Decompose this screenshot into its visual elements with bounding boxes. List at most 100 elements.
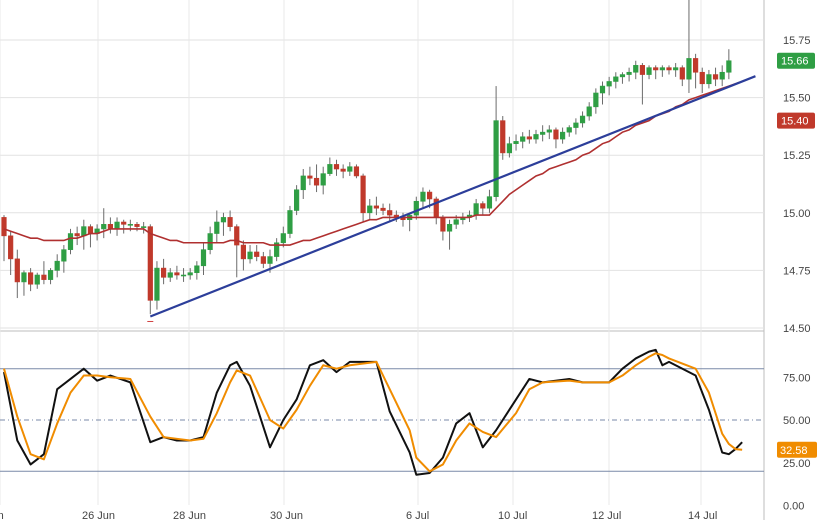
candle-up xyxy=(486,196,493,209)
candle-up xyxy=(67,233,74,250)
candle-down xyxy=(500,120,506,154)
candle-up xyxy=(167,272,173,278)
candle-down xyxy=(692,58,699,73)
candle-down xyxy=(353,166,360,177)
x-tick-label: 28 Jun xyxy=(173,510,206,520)
candle-up xyxy=(194,265,200,274)
trendline xyxy=(149,75,756,318)
candle-up xyxy=(274,242,280,257)
candle-up xyxy=(559,131,566,140)
candle-up xyxy=(214,221,220,234)
candle-up xyxy=(719,71,725,80)
candle-up xyxy=(646,67,652,75)
candle-up xyxy=(327,164,333,174)
candle-up xyxy=(180,274,187,277)
candle-up xyxy=(154,267,160,301)
x-tick-label: 14 Jul xyxy=(688,510,717,520)
candle-down xyxy=(639,65,645,75)
candle-down xyxy=(174,272,180,276)
candle-up xyxy=(34,274,40,285)
candle-up xyxy=(566,127,572,133)
candle-up xyxy=(141,226,147,228)
candle-down xyxy=(134,224,140,227)
candle-down xyxy=(360,175,366,214)
price-tick-label: 14.75 xyxy=(783,265,811,277)
candle-up xyxy=(573,122,579,128)
x-tick-label: 12 Jul xyxy=(592,510,621,520)
candle-up xyxy=(300,175,306,191)
candle-down xyxy=(87,226,94,234)
candle-up xyxy=(706,74,712,85)
x-tick-label: 10 Jul xyxy=(498,510,527,520)
stoch-k-line xyxy=(3,348,743,476)
price-tick-label: 15.50 xyxy=(783,93,811,105)
candle-down xyxy=(426,191,433,200)
x-tick-label: 26 Jun xyxy=(82,510,115,520)
osc-tick-label: 25.00 xyxy=(783,458,811,470)
candle-down xyxy=(387,210,393,216)
candle-down xyxy=(699,71,705,85)
last-price-badge-bg xyxy=(777,52,815,69)
candle-down xyxy=(653,67,659,71)
candle-up xyxy=(540,131,546,135)
candle-up xyxy=(287,210,293,234)
candle-up xyxy=(626,71,632,75)
candle-up xyxy=(247,251,253,260)
candle-up xyxy=(686,58,692,80)
candle-up xyxy=(493,120,499,197)
candle-up xyxy=(280,233,286,244)
candle-up xyxy=(54,260,60,271)
candle-up xyxy=(606,81,612,87)
candle-down xyxy=(679,67,685,80)
candle-up xyxy=(633,65,639,73)
price-tick-label: 15.00 xyxy=(783,208,811,220)
candle-down xyxy=(27,272,34,285)
candle-down xyxy=(712,74,719,80)
candle-down xyxy=(526,136,532,140)
x-tick-label: 6 Jul xyxy=(406,510,429,520)
price-tick-label: 15.25 xyxy=(783,150,811,162)
candle-up xyxy=(659,67,665,71)
moving-average-line xyxy=(3,80,743,246)
ma-badge: 15.40 xyxy=(781,116,809,128)
candle-up xyxy=(506,143,513,154)
candle-up xyxy=(61,249,67,262)
candle-up xyxy=(533,134,539,140)
candle-down xyxy=(147,226,153,301)
candle-up xyxy=(114,221,120,230)
candle-down xyxy=(666,67,672,71)
candle-down xyxy=(380,207,386,211)
candle-down xyxy=(254,251,260,257)
candle-up xyxy=(347,166,353,172)
candle-up xyxy=(207,233,213,250)
osc-value-badge: 32.58 xyxy=(780,445,808,457)
candle-down xyxy=(313,177,320,186)
candle-down xyxy=(333,164,340,170)
oscillator-grid xyxy=(0,368,764,472)
candle-up xyxy=(453,219,459,225)
candle-up xyxy=(579,115,586,124)
candle-up xyxy=(187,272,193,276)
candle-down xyxy=(480,203,486,209)
candle-up xyxy=(200,249,207,267)
price-tick-label: 15.75 xyxy=(783,35,811,47)
stoch-d-line xyxy=(3,352,743,473)
candle-down xyxy=(121,221,127,225)
osc-tick-label: 50.00 xyxy=(783,415,811,427)
candle-down xyxy=(373,205,380,209)
x-tick-label: Jun xyxy=(0,510,4,520)
candle-up xyxy=(367,205,373,214)
candle-down xyxy=(8,235,14,260)
candle-up xyxy=(546,129,552,133)
candle-down xyxy=(234,226,240,246)
osc-tick-label: 75.00 xyxy=(783,372,811,384)
candle-down xyxy=(227,217,233,227)
candle-up xyxy=(513,141,519,144)
osc-value-badge-bg xyxy=(777,441,817,458)
candles xyxy=(1,0,732,315)
ma-badge-bg xyxy=(777,112,815,129)
candle-up xyxy=(520,136,526,142)
candle-down xyxy=(307,175,313,179)
candle-up xyxy=(220,217,227,223)
